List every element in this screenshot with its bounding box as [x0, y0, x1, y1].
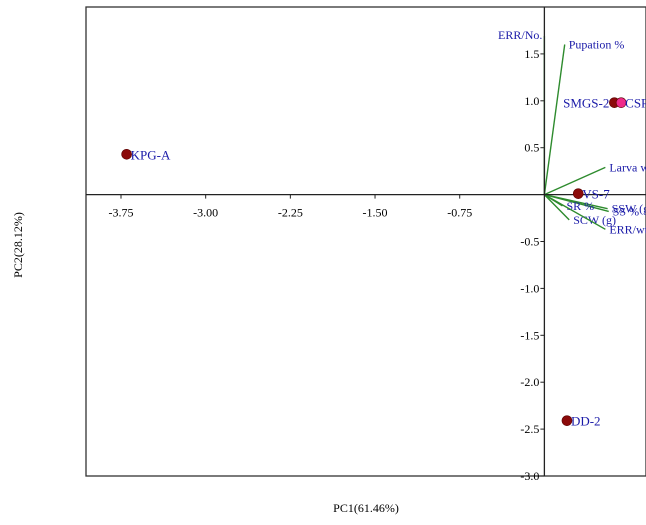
y-tick-label: 1.0 — [524, 94, 539, 108]
y-tick-label: -2.5 — [520, 422, 539, 436]
loading-vector-label: SR % — [566, 199, 594, 213]
score-point — [121, 148, 132, 160]
loading-vector-line — [544, 193, 606, 230]
loading-vector-label: SSW (g) — [612, 202, 646, 216]
score-point — [561, 415, 573, 426]
tick-layer: -3.75 -3.00 -2.25 -1.50 -0.75 1.5 1.0 0.5 -0.5 -1… — [109, 47, 545, 483]
loading-vector-label: Pupation % — [569, 38, 625, 52]
score-point-label: SMGS-2 — [563, 96, 609, 111]
x-axis-title: PC1(61.46%) — [333, 501, 399, 515]
axis-layer — [86, 7, 646, 476]
score-point-label: KPG-A — [131, 147, 171, 162]
plot-frame — [85, 6, 646, 477]
x-tick-label: -2.25 — [278, 206, 303, 220]
score-points: KPG-A SMGS-2 CSR2 VS-7 DD-2 — [121, 96, 646, 429]
score-point-label: DD-2 — [571, 414, 601, 429]
y-axis-title: PC2(28.12%) — [11, 212, 25, 278]
y-tick-label: 0.5 — [524, 141, 539, 155]
x-tick-label: -3.75 — [109, 206, 134, 220]
score-point — [615, 97, 627, 108]
loading-vector-label: ERR/No. — [498, 28, 542, 42]
x-tick-label: -0.75 — [447, 206, 472, 220]
score-point — [572, 188, 584, 199]
loading-vector-line — [544, 166, 606, 196]
y-tick-label: 1.5 — [524, 47, 539, 61]
score-point-label: VS-7 — [582, 187, 610, 202]
loading-vector-line — [543, 44, 566, 195]
x-tick-label: -3.00 — [193, 206, 218, 220]
loading-vectors: ERR/No. Pupation % Larva wt. (g SSW (g)SS %… — [498, 28, 646, 236]
score-point-label: CSR2 — [625, 96, 646, 111]
loading-vector-label: ERR/wt (kg — [609, 222, 646, 236]
y-tick-label: -3.0 — [520, 469, 539, 483]
loading-vector-line — [543, 194, 570, 221]
y-tick-label: -0.5 — [520, 235, 539, 249]
loading-vector-label: SS % — [613, 204, 639, 218]
x-tick-label: -1.50 — [363, 206, 388, 220]
loading-vector-label: Larva wt. (g — [609, 160, 646, 174]
y-tick-label: -2.0 — [520, 375, 539, 389]
loading-vector-line — [544, 193, 609, 213]
y-tick-label: -1.0 — [520, 281, 539, 295]
y-tick-label: -1.5 — [520, 328, 539, 342]
